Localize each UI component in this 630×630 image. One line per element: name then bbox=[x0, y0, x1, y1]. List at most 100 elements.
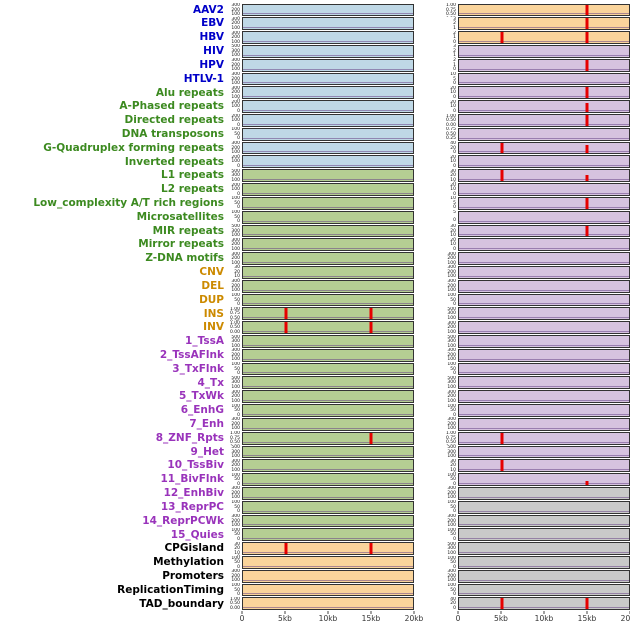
y-tick-label: 0 bbox=[237, 412, 240, 418]
y-tick-label: 100 bbox=[231, 293, 240, 299]
signal-baseline bbox=[243, 400, 413, 402]
y-axis-ticks: 1.00 0.50 0.00 bbox=[228, 597, 242, 611]
y-tick-label: 0 bbox=[453, 412, 456, 418]
signal-spike bbox=[500, 432, 503, 444]
y-axis-ticks: 200 100 0 bbox=[228, 155, 242, 169]
y-tick-label: 0.25 bbox=[445, 136, 456, 142]
y-tick-label: 0 bbox=[453, 509, 456, 515]
y-tick-label: 300 bbox=[231, 569, 240, 575]
y-axis-ticks: 100 50 0 bbox=[228, 500, 242, 514]
y-tick-label: 300 bbox=[231, 449, 240, 455]
signal-baseline bbox=[243, 538, 413, 540]
y-tick-label: 100 bbox=[447, 329, 456, 335]
signal-baseline bbox=[459, 538, 629, 540]
y-tick-label: 0 bbox=[237, 205, 240, 211]
signal-baseline bbox=[243, 165, 413, 167]
track-panel bbox=[242, 569, 414, 583]
row-label: 7_Enh bbox=[189, 418, 224, 431]
y-tick-label: 20 bbox=[450, 85, 456, 91]
y-tick-label: 100 bbox=[447, 500, 456, 506]
y-axis-ticks: 500 300 100 bbox=[228, 335, 242, 349]
track-row: L2 repeats 200 100 0 20 10 0 bbox=[0, 183, 630, 197]
signal-spike bbox=[585, 115, 588, 126]
y-axis-ticks: 300 200 100 bbox=[228, 279, 242, 293]
y-tick-label: 300 bbox=[447, 311, 456, 317]
row-label: HPV bbox=[199, 58, 224, 71]
y-tick-label: 0.75 bbox=[229, 435, 240, 441]
signal-baseline bbox=[459, 275, 629, 277]
signal-baseline bbox=[243, 206, 413, 208]
y-tick-label: 0 bbox=[453, 191, 456, 197]
track-row: 12_EnhBiv 300 200 100 300 200 100 bbox=[0, 486, 630, 500]
track-panel bbox=[458, 293, 630, 307]
column-gap bbox=[414, 44, 444, 58]
track-panel bbox=[242, 390, 414, 404]
row-label: L1 repeats bbox=[161, 169, 224, 182]
track-row: DEL 300 200 100 300 200 100 bbox=[0, 279, 630, 293]
track-row: 3_TxFlnk 100 50 0 100 50 0 bbox=[0, 362, 630, 376]
y-axis-ticks: 1.000.750.500.250.00 bbox=[444, 431, 458, 445]
track-panel bbox=[242, 348, 414, 362]
y-tick-label: 0 bbox=[453, 605, 456, 611]
signal-baseline bbox=[243, 593, 413, 595]
y-tick-label: 100 bbox=[447, 384, 456, 390]
y-axis-ticks: 300 200 100 bbox=[228, 31, 242, 45]
y-tick-label: 0.75 bbox=[445, 127, 456, 133]
signal-baseline bbox=[459, 331, 629, 332]
track-row: HTLV-1 300 200 100 10 5 0 bbox=[0, 72, 630, 86]
x-tick-label: 20kb bbox=[404, 614, 424, 623]
y-axis-ticks: 1.00 0.50 0.00 bbox=[228, 321, 242, 335]
y-tick-label: 100 bbox=[231, 357, 240, 363]
y-tick-label: 20 bbox=[450, 237, 456, 243]
y-axis-ticks: 3020100 bbox=[444, 224, 458, 238]
signal-baseline bbox=[243, 331, 413, 332]
x-tick-mark bbox=[413, 611, 415, 614]
row-label: 8_ZNF_Rpts bbox=[155, 431, 224, 444]
signal-baseline bbox=[243, 289, 413, 291]
y-tick-label: 100 bbox=[231, 246, 240, 252]
track-row: DNA transposons 100 50 0 0.75 0.50 0.25 bbox=[0, 127, 630, 141]
signal-baseline bbox=[243, 455, 413, 457]
y-axis-ticks: 100 50 0 bbox=[444, 500, 458, 514]
y-tick-label: 0.50 bbox=[445, 131, 456, 137]
x-tick-mark bbox=[457, 611, 459, 614]
signal-baseline bbox=[243, 565, 413, 567]
y-tick-label: 200 bbox=[447, 256, 456, 262]
x-axis-middle: 0 5kb 10kb 15kb 20kb bbox=[240, 611, 423, 630]
y-tick-label: 10 bbox=[450, 90, 456, 96]
row-label: 10_TssBiv bbox=[167, 459, 224, 472]
track-panel bbox=[242, 528, 414, 542]
column-gap bbox=[414, 58, 444, 72]
y-tick-label: 200 bbox=[447, 394, 456, 400]
y-tick-label: 1.00 bbox=[229, 431, 240, 437]
y-tick-label: 40 bbox=[450, 141, 456, 147]
y-tick-label: 100 bbox=[231, 495, 240, 501]
y-axis-ticks: 300 200 100 bbox=[444, 265, 458, 279]
y-tick-label: 100 bbox=[231, 53, 240, 59]
row-label: Low_complexity A/T rich regions bbox=[33, 197, 224, 210]
y-axis-ticks: 3002001000 bbox=[228, 141, 242, 155]
y-tick-label: 300 bbox=[231, 279, 240, 285]
y-tick-label: 50 bbox=[450, 560, 456, 565]
y-tick-label: 100 bbox=[231, 467, 240, 473]
column-gap bbox=[414, 500, 444, 514]
y-tick-label: 300 bbox=[231, 85, 240, 91]
y-tick-label: 200 bbox=[231, 99, 240, 105]
y-tick-label: 50 bbox=[234, 532, 240, 538]
track-panel bbox=[458, 238, 630, 252]
track-row: HBV 300 200 100 2 1 0 bbox=[0, 31, 630, 45]
y-tick-label: 50 bbox=[234, 214, 240, 220]
y-tick-label: 100 bbox=[231, 426, 240, 432]
signal-baseline bbox=[459, 565, 629, 567]
track-panel bbox=[458, 307, 630, 321]
y-tick-label: 100 bbox=[447, 315, 456, 321]
track-panel bbox=[458, 183, 630, 196]
signal-baseline bbox=[459, 248, 629, 250]
y-tick-label: 200 bbox=[231, 145, 240, 151]
y-axis-ticks: 1.000.750.500.250.00 bbox=[228, 307, 242, 321]
y-axis-ticks: 100 50 0 bbox=[444, 362, 458, 376]
row-label: Microsatellites bbox=[136, 210, 224, 223]
track-row: 9_Het 500 300 100 500 300 100 bbox=[0, 445, 630, 459]
y-tick-label: 100 bbox=[447, 260, 456, 266]
y-tick-label: 0.75 bbox=[445, 435, 456, 441]
